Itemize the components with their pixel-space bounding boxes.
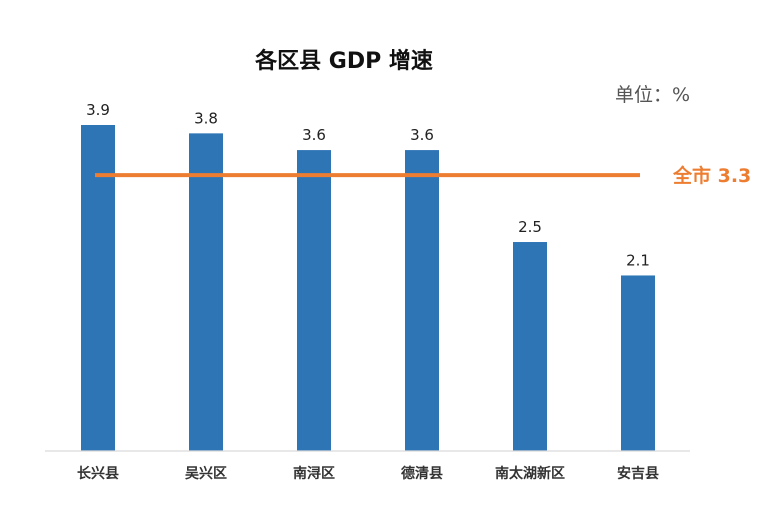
category-label: 安吉县 bbox=[617, 465, 659, 482]
unit-label: 单位：% bbox=[615, 84, 690, 106]
bars-layer: 3.9 长兴县 3.8 吴兴区 3.6 南浔区 3.6 德清县 2.5 南太湖新区 2.1 安吉县 bbox=[77, 101, 659, 482]
bar bbox=[189, 133, 223, 451]
bar bbox=[81, 125, 115, 451]
bar-value-label: 3.6 bbox=[302, 126, 326, 144]
bar-value-label: 2.5 bbox=[518, 218, 542, 236]
bar-value-label: 3.9 bbox=[86, 101, 110, 119]
bar bbox=[621, 275, 655, 451]
category-label: 南浔区 bbox=[293, 465, 335, 482]
bar bbox=[297, 150, 331, 452]
bar bbox=[405, 150, 439, 452]
reference-line-label: 全市 3.3 bbox=[672, 164, 751, 187]
chart-title: 各区县 GDP 增速 bbox=[254, 48, 433, 74]
bar bbox=[513, 242, 547, 451]
bar-value-label: 3.8 bbox=[194, 109, 218, 127]
bar-value-label: 3.6 bbox=[410, 126, 434, 144]
category-label: 南太湖新区 bbox=[495, 465, 565, 482]
bar-value-label: 2.1 bbox=[626, 251, 650, 269]
category-label: 吴兴区 bbox=[185, 465, 227, 482]
category-label: 长兴县 bbox=[77, 465, 119, 482]
category-label: 德清县 bbox=[401, 465, 443, 482]
